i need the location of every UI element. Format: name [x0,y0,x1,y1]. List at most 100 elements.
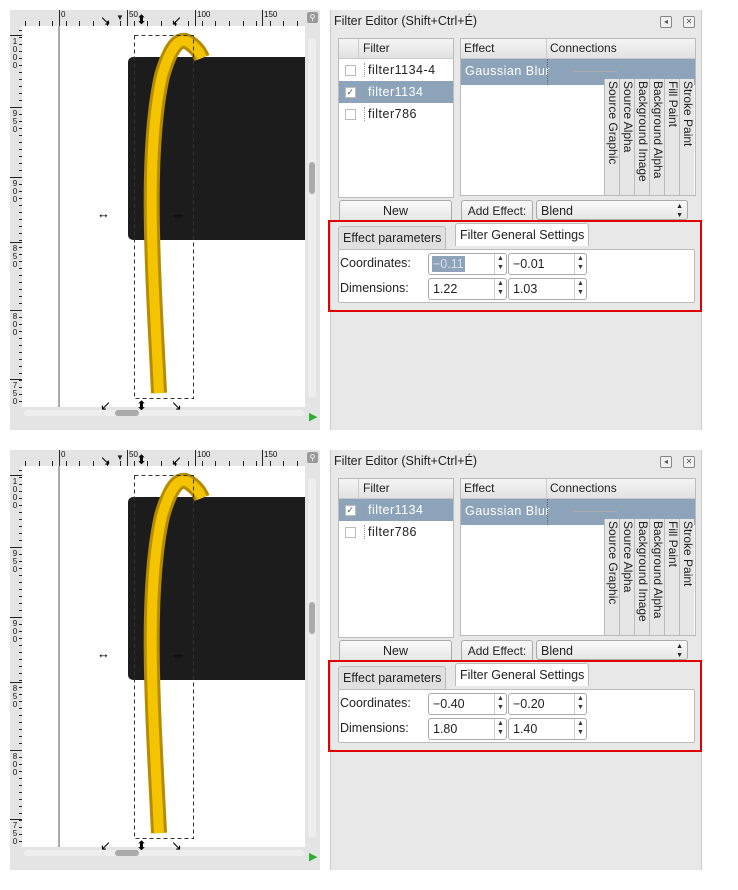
vertical-scrollbar[interactable] [308,38,316,398]
black-rectangle[interactable] [128,497,305,680]
spin-arrows-icon[interactable]: ▲ ▼ [574,254,586,274]
spin-arrows-icon[interactable]: ▲ ▼ [574,694,586,714]
close-icon[interactable]: ✕ [683,456,695,468]
transform-handle-icon[interactable]: ↘ [171,838,182,853]
transform-handle-icon[interactable]: ⬍ [136,12,147,27]
horizontal-scroll-thumb[interactable] [115,850,139,856]
effect-column-header[interactable]: Effect [464,481,495,495]
drawing-canvas[interactable] [22,466,305,847]
coord-y-spinbox[interactable]: −0.20 ▲ ▼ [508,693,587,715]
transform-handle-icon[interactable]: ↙ [171,13,182,28]
transform-handle-icon[interactable]: ⬍ [136,838,147,853]
connections-column-header[interactable]: Connections [550,41,617,55]
transform-handle-icon[interactable]: ⬍ [136,398,147,413]
vertical-scroll-thumb[interactable] [309,162,315,194]
effect-list[interactable]: Effect Connections Gaussian Blur Source Gra… [460,38,696,196]
effect-list[interactable]: Effect Connections Gaussian Blur Source Gra… [460,478,696,636]
effect-name: Gaussian Blur [465,64,551,78]
filter-list-item[interactable]: filter786 [339,103,453,125]
ruler-tick [19,554,22,555]
filter-list-item[interactable]: filter786 [339,521,453,543]
effect-column-header[interactable]: Effect [464,41,495,55]
filter-checkbox[interactable] [345,527,356,539]
transform-handle-icon[interactable]: ↔ [172,646,185,661]
add-effect-button[interactable]: Add Effect: [461,200,533,222]
black-rectangle[interactable] [128,57,305,240]
new-filter-button[interactable]: New [339,200,452,222]
vertical-ruler[interactable]: 1000 950 900 850 800 750 [10,466,22,847]
coord-x-spinbox[interactable]: −0.11 ▲ ▼ [428,253,507,275]
new-filter-button[interactable]: New [339,640,452,662]
dim-w-spinbox[interactable]: 1.80 ▲ ▼ [428,718,507,740]
filter-list[interactable]: Filter filter1134-4 ✓ filter1134 filter786 [338,38,454,198]
tab-filter-general-settings[interactable]: Filter General Settings [455,223,590,246]
vertical-scroll-thumb[interactable] [309,602,315,634]
filter-checkbox[interactable]: ✓ [345,505,356,517]
filter-list-item[interactable]: ✓ filter1134 [339,499,453,521]
filter-list-item[interactable]: filter1134-4 [339,59,453,81]
tab-effect-parameters[interactable]: Effect parameters [338,226,447,249]
drawing-canvas[interactable] [22,26,305,407]
transform-handle-icon[interactable]: ↘ [100,453,111,468]
transform-handle-icon[interactable]: ↔ [172,206,185,221]
vertical-scrollbar[interactable] [308,478,316,838]
ruler-tick [79,461,80,466]
spin-arrows-icon[interactable]: ▲ ▼ [574,719,586,739]
filter-checkbox[interactable] [345,109,356,121]
dock-icon[interactable]: ◂ [660,16,672,28]
ruler-tick [19,44,22,45]
dim-h-spinbox[interactable]: 1.03 ▲ ▼ [508,278,587,300]
horizontal-scroll-thumb[interactable] [115,410,139,416]
spin-arrows-icon[interactable]: ▲ ▼ [494,719,506,739]
input-column-1: Source Alpha [619,79,634,195]
transform-handle-icon[interactable]: ↘ [171,398,182,413]
drawing[interactable] [22,466,305,847]
yellow-tube[interactable] [146,475,207,834]
dim-w-spinbox[interactable]: 1.22 ▲ ▼ [428,278,507,300]
horizontal-scrollbar[interactable] [24,410,304,416]
close-icon[interactable]: ✕ [683,16,695,28]
ruler-tick [19,673,22,674]
add-effect-button[interactable]: Add Effect: [461,640,533,662]
zoom-lock-icon[interactable]: ⚲ [307,452,318,463]
color-manage-icon[interactable]: ▶ [309,851,318,863]
coord-x-spinbox[interactable]: −0.40 ▲ ▼ [428,693,507,715]
ruler-major-tick [10,819,22,820]
transform-handle-icon[interactable]: ↙ [171,453,182,468]
vertical-ruler[interactable]: 1000 950 900 850 800 750 [10,26,22,407]
transform-handle-icon[interactable]: ↔ [97,206,110,221]
ruler-tick [19,163,22,164]
drawing[interactable] [22,26,305,407]
tab-filter-general-settings[interactable]: Filter General Settings [455,663,590,686]
connections-column-header[interactable]: Connections [550,481,617,495]
transform-handle-icon[interactable]: ↘ [100,13,111,28]
filter-column-header[interactable]: Filter [363,41,390,55]
filter-checkbox[interactable]: ✓ [345,87,356,99]
horizontal-ruler[interactable]: 0 50 100 150 ▼ [22,10,305,26]
dim-h-spinbox[interactable]: 1.40 ▲ ▼ [508,718,587,740]
dock-icon[interactable]: ◂ [660,456,672,468]
color-manage-icon[interactable]: ▶ [309,411,318,423]
coord-y-spinbox[interactable]: −0.01 ▲ ▼ [508,253,587,275]
effect-type-select[interactable]: Blend ▲ ▼ [536,640,688,660]
ruler-pointer-icon: ▼ [116,453,124,462]
tab-effect-parameters[interactable]: Effect parameters [338,666,447,689]
filter-column-header[interactable]: Filter [363,481,390,495]
transform-handle-icon[interactable]: ↙ [100,398,111,413]
horizontal-scrollbar[interactable] [24,850,304,856]
horizontal-ruler[interactable]: 0 50 100 150 ▼ [22,450,305,466]
spin-arrows-icon[interactable]: ▲ ▼ [494,279,506,299]
filter-checkbox[interactable] [345,65,356,77]
spin-arrows-icon[interactable]: ▲ ▼ [494,254,506,274]
transform-handle-icon[interactable]: ↙ [100,838,111,853]
effect-select-value: Blend [541,644,573,658]
effect-type-select[interactable]: Blend ▲ ▼ [536,200,688,220]
yellow-tube[interactable] [146,35,207,394]
zoom-lock-icon[interactable]: ⚲ [307,12,318,23]
spin-arrows-icon[interactable]: ▲ ▼ [494,694,506,714]
transform-handle-icon[interactable]: ⬍ [136,452,147,467]
filter-list[interactable]: Filter ✓ filter1134 filter786 [338,478,454,638]
filter-list-item[interactable]: ✓ filter1134 [339,81,453,103]
spin-arrows-icon[interactable]: ▲ ▼ [574,279,586,299]
transform-handle-icon[interactable]: ↔ [97,646,110,661]
